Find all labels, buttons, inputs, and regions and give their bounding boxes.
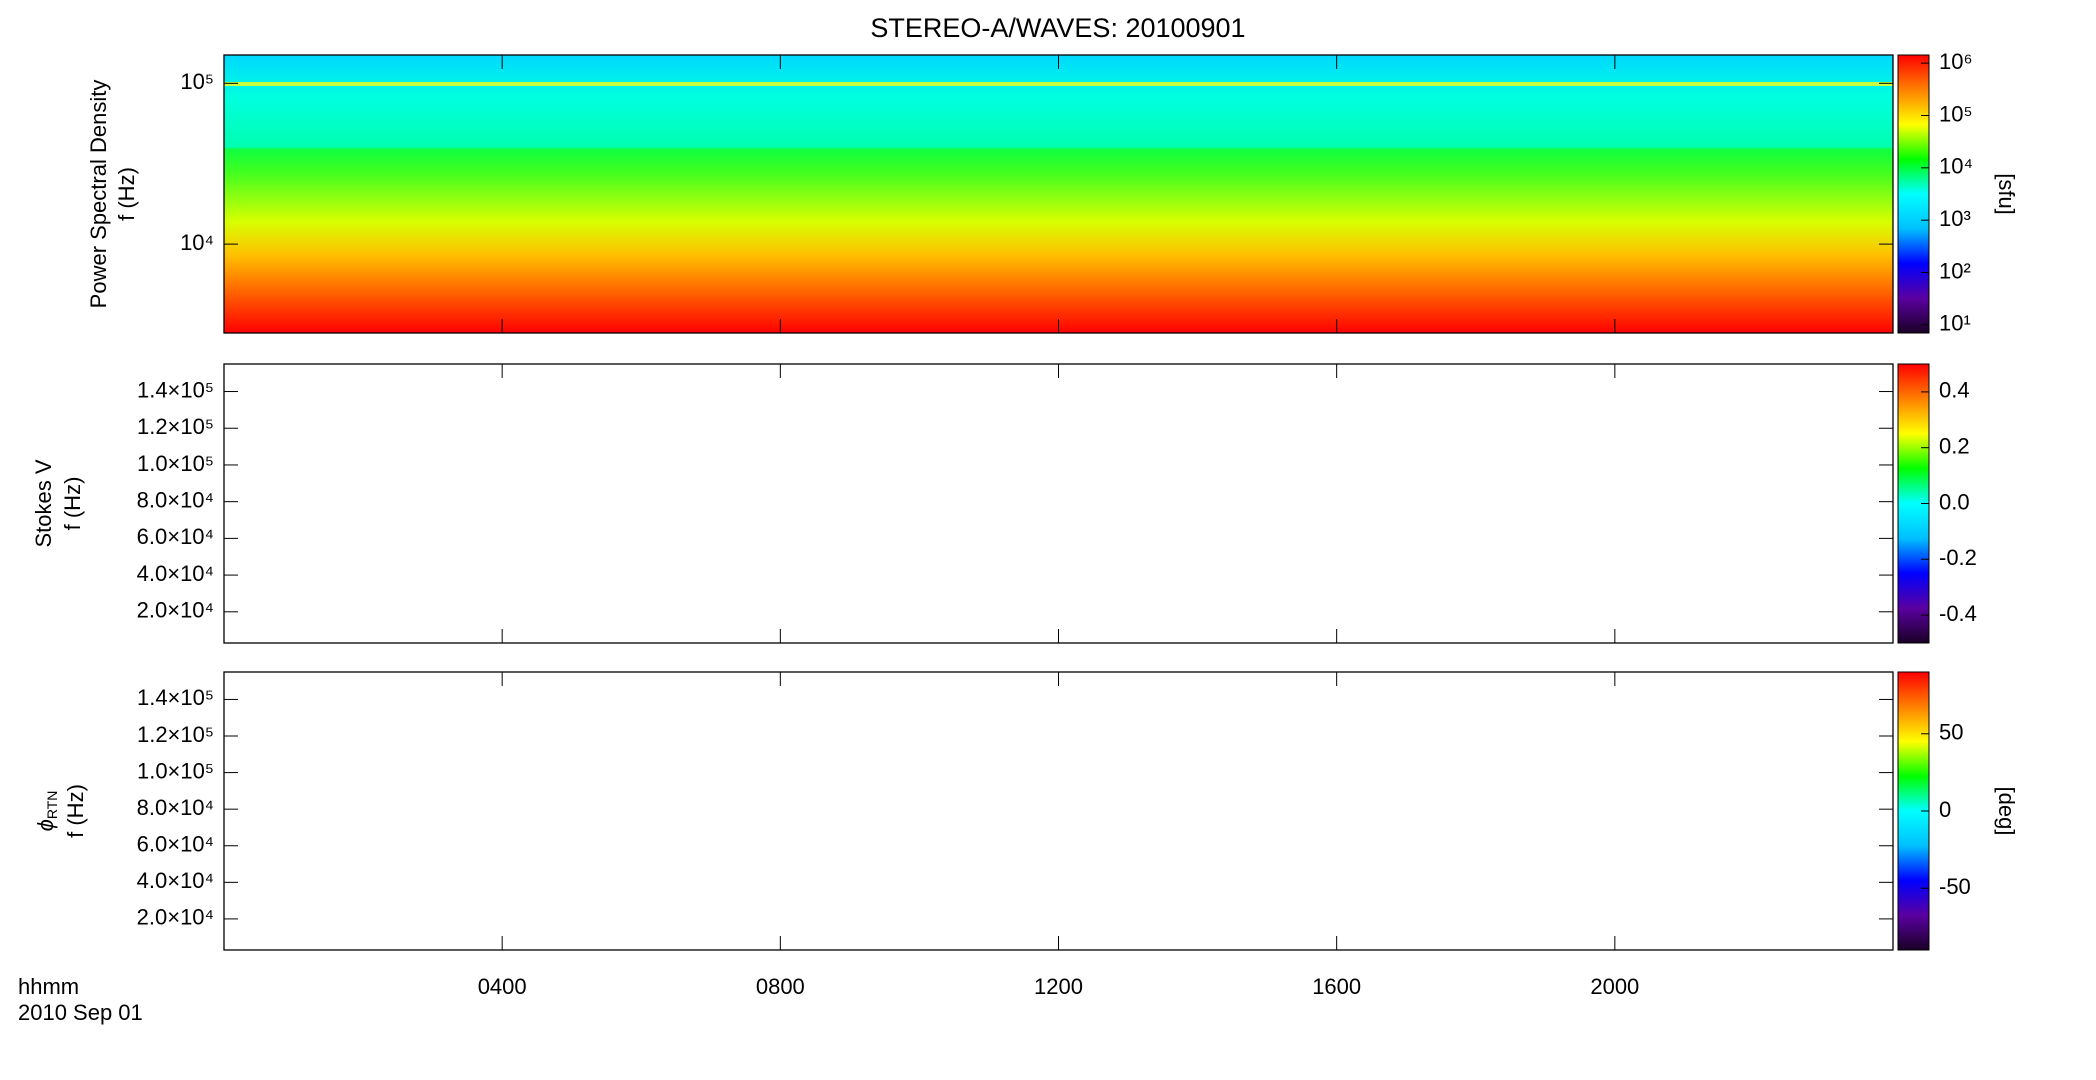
y-axis-label: Power Spectral Density <box>86 80 111 309</box>
y-axis-label-symbol: ϕ <box>33 819 58 831</box>
y-tick-label: 1.0×10⁵ <box>137 451 214 476</box>
x-tick-label: 0400 <box>478 974 527 999</box>
plot-frame <box>223 363 1894 644</box>
y-tick-label: 10⁵ <box>180 69 214 94</box>
colorbar-tick-label: 0.2 <box>1939 434 1970 459</box>
y-axis-label: f (Hz) <box>63 784 88 838</box>
colorbar-label: [deg] <box>1994 787 2019 836</box>
y-axis-label: f (Hz) <box>114 167 139 221</box>
x-tick-label: 2000 <box>1590 974 1639 999</box>
y-tick-label: 6.0×10⁴ <box>137 524 214 549</box>
colorbar-tick-label: 50 <box>1939 720 1963 745</box>
y-tick-label: 1.4×10⁵ <box>137 685 214 710</box>
x-axis-label: 2010 Sep 01 <box>18 1000 143 1025</box>
x-tick-label: 0800 <box>756 974 805 999</box>
colorbar-tick-label: 10⁴ <box>1939 154 1973 179</box>
colorbar-tick-label: 10⁶ <box>1939 49 1973 74</box>
colorbar-tick-label: 10¹ <box>1939 311 1971 336</box>
plot-frame <box>223 671 1894 951</box>
colorbar-label: [sfu] <box>1994 173 2019 215</box>
y-tick-label: 2.0×10⁴ <box>137 598 214 623</box>
colorbar <box>1897 54 1930 334</box>
colorbar-tick-label: -50 <box>1939 874 1971 899</box>
y-tick-label: 4.0×10⁴ <box>137 561 214 586</box>
y-tick-label: 1.2×10⁵ <box>137 414 214 439</box>
colorbar-tick-label: 10³ <box>1939 206 1971 231</box>
colorbar-tick-label: 10² <box>1939 258 1971 283</box>
y-tick-label: 8.0×10⁴ <box>137 487 214 512</box>
colorbar-tick-label: 0.4 <box>1939 378 1970 403</box>
y-tick-label: 1.0×10⁵ <box>137 758 214 783</box>
x-tick-label: 1200 <box>1034 974 1083 999</box>
y-axis-label: Stokes V <box>31 459 56 547</box>
y-tick-label: 1.4×10⁵ <box>137 377 214 402</box>
y-axis-label: ϕRTN <box>33 791 60 832</box>
y-tick-label: 1.2×10⁵ <box>137 722 214 747</box>
y-tick-label: 10⁴ <box>180 230 214 255</box>
colorbar-tick-label: -0.2 <box>1939 545 1977 570</box>
y-tick-label: 4.0×10⁴ <box>137 868 214 893</box>
colorbar-tick-label: -0.4 <box>1939 601 1977 626</box>
y-tick-label: 6.0×10⁴ <box>137 832 214 857</box>
y-axis-label-subscript: RTN <box>44 791 60 820</box>
colorbar-tick-label: 0 <box>1939 797 1951 822</box>
colorbar-tick-label: 10⁵ <box>1939 101 1973 126</box>
x-tick-label: 1600 <box>1312 974 1361 999</box>
y-tick-label: 2.0×10⁴ <box>137 905 214 930</box>
colorbar <box>1897 363 1930 644</box>
y-axis-label: f (Hz) <box>60 477 85 531</box>
spectrogram <box>224 55 1893 333</box>
x-axis-label: hhmm <box>18 974 79 999</box>
chart-title: STEREO-A/WAVES: 20100901 <box>870 13 1245 43</box>
colorbar-tick-label: 0.0 <box>1939 489 1970 514</box>
y-tick-label: 8.0×10⁴ <box>137 795 214 820</box>
